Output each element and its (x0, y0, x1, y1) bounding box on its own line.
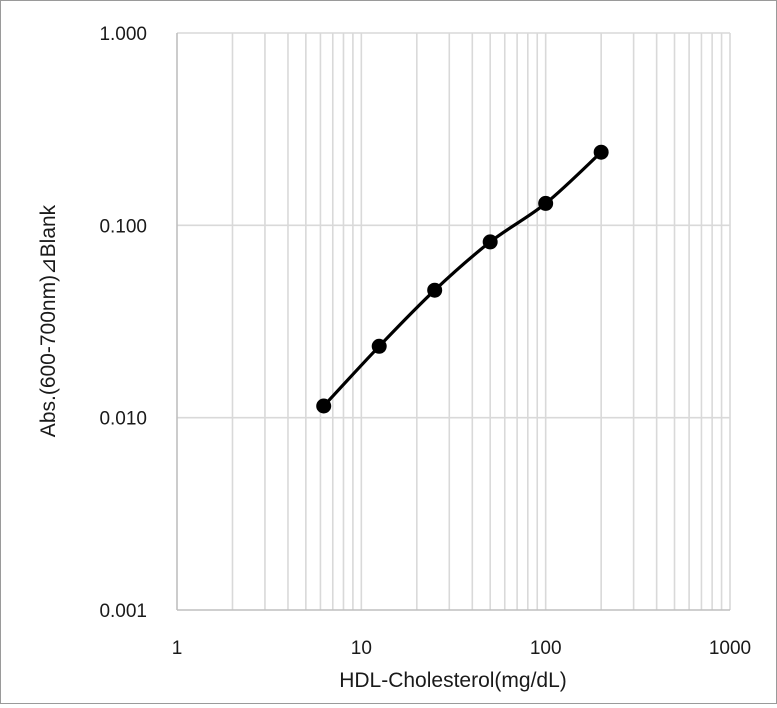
axis-layer (176, 33, 730, 611)
data-point (316, 398, 332, 414)
series-line (322, 150, 603, 408)
data-point (538, 195, 554, 211)
y-tick-label: 0.100 (99, 216, 147, 237)
data-point (371, 338, 387, 354)
y-tick-label: 0.010 (99, 409, 147, 430)
data-point (482, 234, 498, 250)
x-tick-label: 100 (530, 638, 562, 659)
x-tick-label: 1 (172, 638, 183, 659)
tick-label-layer: 0.001 0.010 0.100 1.000 1 10 100 1000 (99, 24, 751, 659)
x-axis-title: HDL-Cholesterol(mg/dL) (339, 669, 567, 692)
grid-layer (177, 32, 731, 610)
data-point (427, 282, 443, 298)
x-tick-label: 1000 (709, 638, 751, 659)
data-point (593, 144, 609, 160)
y-axis-title: Abs.(600-700nm)⊿Blank (37, 204, 60, 437)
y-tick-label: 1.000 (99, 24, 147, 45)
series-layer (316, 144, 609, 414)
y-tick-label: 0.001 (99, 601, 147, 622)
x-tick-label: 10 (351, 638, 372, 659)
